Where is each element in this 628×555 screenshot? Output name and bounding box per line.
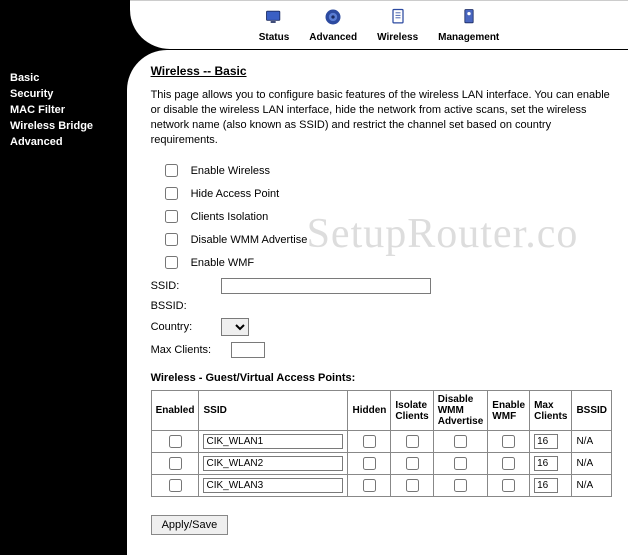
vap-hidden-checkbox[interactable]	[363, 435, 376, 448]
checkbox-label: Enable WMF	[191, 257, 255, 269]
th-ssid: SSID	[199, 391, 348, 431]
vap-enable-wmf-checkbox[interactable]	[502, 457, 515, 470]
nav-label: Wireless	[377, 32, 418, 43]
vap-enabled-checkbox[interactable]	[169, 479, 182, 492]
vap-maxclients-input[interactable]	[534, 456, 558, 471]
vap-ssid-input[interactable]	[203, 456, 343, 471]
table-row: N/A	[151, 475, 611, 497]
checkbox-label: Enable Wireless	[191, 165, 270, 177]
vap-isolate-checkbox[interactable]	[406, 457, 419, 470]
sidebar: Basic Security MAC Filter Wireless Bridg…	[0, 50, 127, 555]
advanced-icon	[323, 7, 343, 30]
bssid-label: BSSID:	[151, 300, 221, 312]
table-row: N/A	[151, 453, 611, 475]
nav-label: Management	[438, 32, 499, 43]
th-isolate: Isolate Clients	[391, 391, 433, 431]
top-nav: Status Advanced Wireless Management	[130, 0, 628, 50]
sidebar-item-wireless-bridge[interactable]: Wireless Bridge	[10, 118, 117, 134]
maxclients-label: Max Clients:	[151, 344, 231, 356]
vap-enabled-checkbox[interactable]	[169, 457, 182, 470]
vap-disable-wmm-checkbox[interactable]	[454, 457, 467, 470]
sidebar-item-security[interactable]: Security	[10, 86, 117, 102]
nav-advanced[interactable]: Advanced	[309, 7, 357, 43]
management-icon	[459, 7, 479, 30]
disable-wmm-checkbox[interactable]	[165, 233, 178, 246]
vap-hidden-checkbox[interactable]	[363, 457, 376, 470]
table-row: N/A	[151, 431, 611, 453]
wireless-icon	[388, 7, 408, 30]
vap-maxclients-input[interactable]	[534, 434, 558, 449]
vap-disable-wmm-checkbox[interactable]	[454, 435, 467, 448]
clients-isolation-checkbox[interactable]	[165, 210, 178, 223]
vap-bssid: N/A	[572, 453, 612, 475]
maxclients-input[interactable]	[231, 342, 265, 358]
vap-isolate-checkbox[interactable]	[406, 435, 419, 448]
vap-disable-wmm-checkbox[interactable]	[454, 479, 467, 492]
vap-table: Enabled SSID Hidden Isolate Clients Disa…	[151, 390, 612, 497]
ssid-label: SSID:	[151, 280, 221, 292]
country-label: Country:	[151, 321, 221, 333]
page-description: This page allows you to configure basic …	[151, 88, 612, 147]
checkbox-label: Disable WMM Advertise	[191, 234, 308, 246]
vap-hidden-checkbox[interactable]	[363, 479, 376, 492]
vap-enable-wmf-checkbox[interactable]	[502, 479, 515, 492]
enable-wmf-checkbox[interactable]	[165, 256, 178, 269]
th-disable-wmm: Disable WMM Advertise	[433, 391, 488, 431]
th-hidden: Hidden	[348, 391, 391, 431]
vap-isolate-checkbox[interactable]	[406, 479, 419, 492]
page-title: Wireless -- Basic	[151, 64, 612, 78]
sidebar-item-mac-filter[interactable]: MAC Filter	[10, 102, 117, 118]
vap-bssid: N/A	[572, 431, 612, 453]
nav-management[interactable]: Management	[438, 7, 499, 43]
vap-title: Wireless - Guest/Virtual Access Points:	[151, 372, 612, 384]
vap-ssid-input[interactable]	[203, 478, 343, 493]
content-panel: SetupRouter.co Wireless -- Basic This pa…	[127, 50, 628, 555]
nav-wireless[interactable]: Wireless	[377, 7, 418, 43]
checkbox-label: Clients Isolation	[191, 211, 269, 223]
checkbox-label: Hide Access Point	[191, 188, 280, 200]
th-max-clients: Max Clients	[530, 391, 572, 431]
sidebar-item-advanced[interactable]: Advanced	[10, 134, 117, 150]
th-enabled: Enabled	[151, 391, 199, 431]
enable-wireless-checkbox[interactable]	[165, 164, 178, 177]
ssid-input[interactable]	[221, 278, 431, 294]
status-icon	[264, 7, 284, 30]
hide-ap-checkbox[interactable]	[165, 187, 178, 200]
country-select[interactable]	[221, 318, 249, 336]
nav-label: Status	[259, 32, 290, 43]
nav-status[interactable]: Status	[259, 7, 290, 43]
th-bssid: BSSID	[572, 391, 612, 431]
vap-maxclients-input[interactable]	[534, 478, 558, 493]
vap-ssid-input[interactable]	[203, 434, 343, 449]
apply-save-button[interactable]: Apply/Save	[151, 515, 229, 535]
vap-enabled-checkbox[interactable]	[169, 435, 182, 448]
vap-enable-wmf-checkbox[interactable]	[502, 435, 515, 448]
vap-bssid: N/A	[572, 475, 612, 497]
nav-label: Advanced	[309, 32, 357, 43]
th-enable-wmf: Enable WMF	[488, 391, 530, 431]
sidebar-item-basic[interactable]: Basic	[10, 70, 117, 86]
